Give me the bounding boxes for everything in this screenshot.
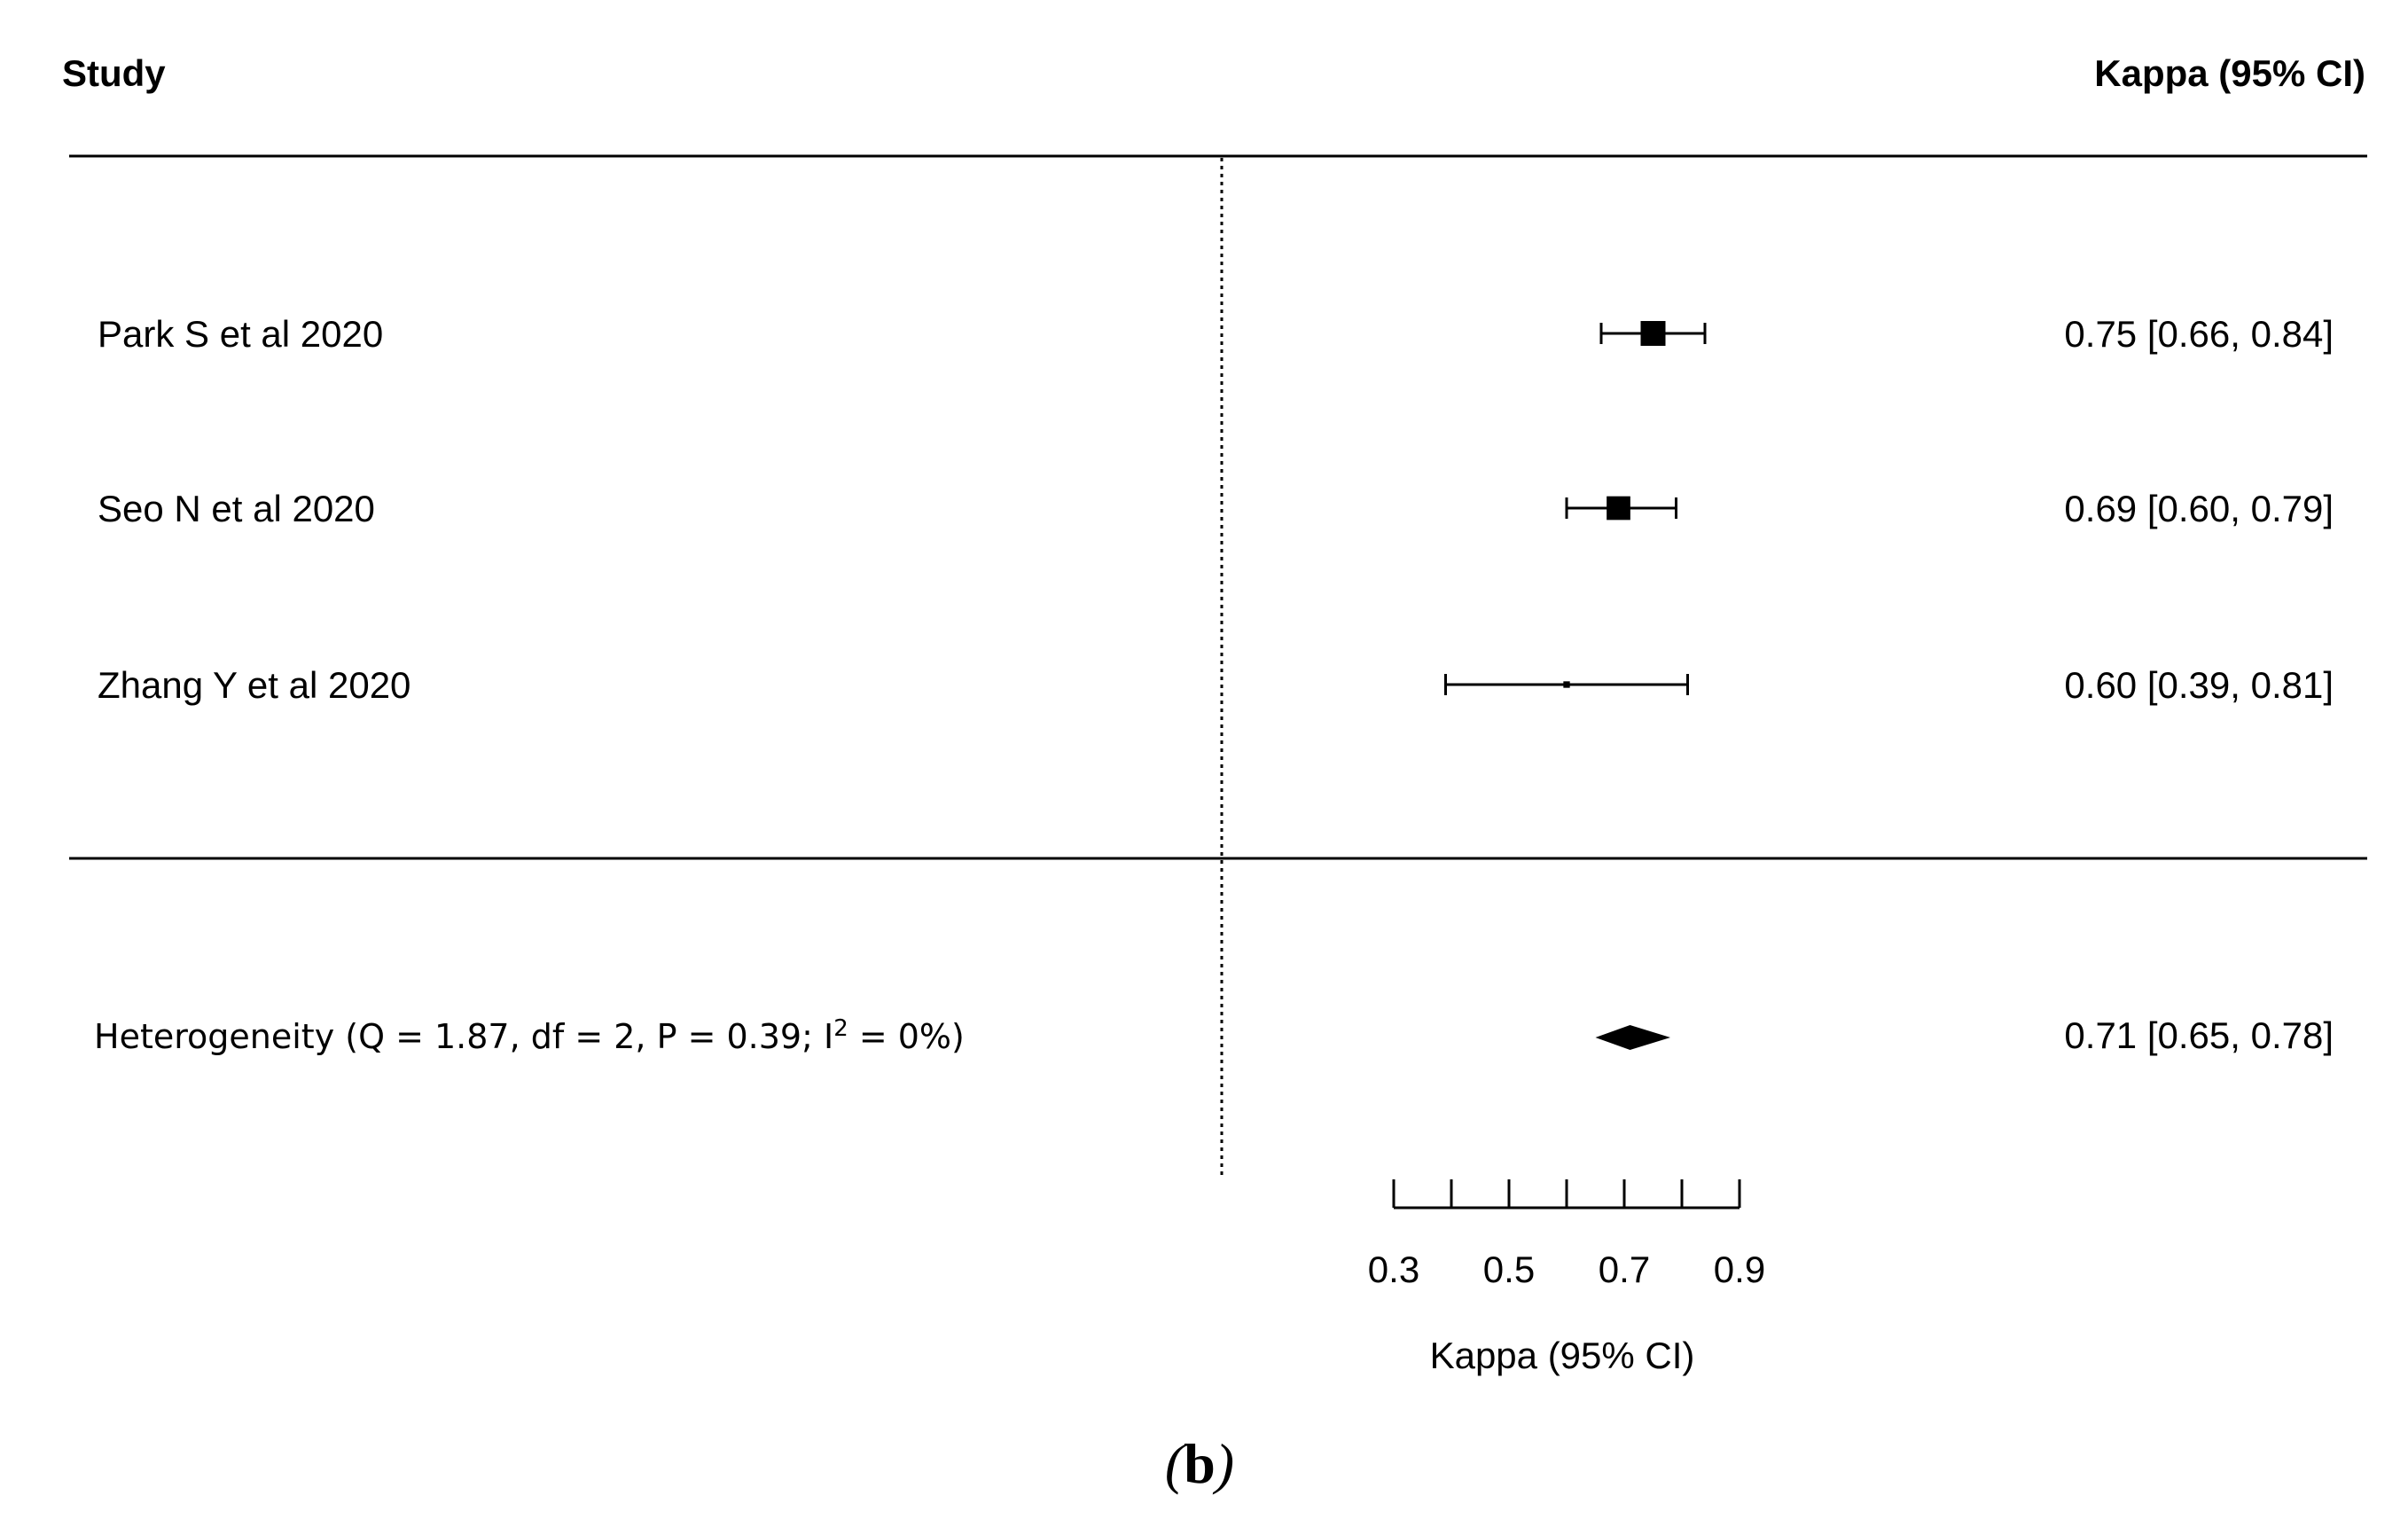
caption-letter: b (1184, 1432, 1216, 1495)
study-name-park-s-et-al-2020: Park S et al 2020 (98, 313, 383, 355)
summary-estimate-label: 0.71 [0.65, 0.78] (2064, 1014, 2334, 1056)
panel-caption: (b) (1165, 1432, 1234, 1495)
caption-open: ( (1165, 1432, 1187, 1495)
heterogeneity-superscript: 2 (833, 1015, 848, 1042)
study-name-zhang-y-et-al-2020: Zhang Y et al 2020 (98, 664, 410, 706)
plot-area: Park S et al 2020 0.75 [0.66, 0.84] Seo N … (98, 158, 2334, 1290)
estimate-label-park-s-et-al-2020: 0.75 [0.66, 0.84] (2064, 313, 2334, 355)
estimate-column-header: Kappa (95% CI) (2094, 52, 2365, 94)
x-tick-label-3: 0.9 (1714, 1249, 1765, 1290)
x-axis-title: Kappa (95% CI) (1430, 1335, 1695, 1376)
heterogeneity-text-end: = 0%) (848, 1017, 965, 1056)
estimate-label-seo-n-et-al-2020: 0.69 [0.60, 0.79] (2064, 488, 2334, 529)
heterogeneity-text: Heterogeneity (Q = 1.87, df = 2, P = 0.3… (94, 1017, 833, 1056)
summary-diamond (1595, 1025, 1670, 1050)
study-column-header: Study (62, 52, 166, 94)
point-estimate-zhang-y-et-al-2020 (1563, 681, 1570, 688)
study-name-seo-n-et-al-2020: Seo N et al 2020 (98, 488, 375, 529)
heterogeneity-label: Heterogeneity (Q = 1.87, df = 2, P = 0.3… (94, 1015, 965, 1056)
caption-close: ) (1212, 1432, 1234, 1495)
x-tick-label-2: 0.7 (1599, 1249, 1650, 1290)
x-tick-label-1: 0.5 (1483, 1249, 1535, 1290)
estimate-label-zhang-y-et-al-2020: 0.60 [0.39, 0.81] (2064, 664, 2334, 706)
x-tick-label-0: 0.3 (1368, 1249, 1419, 1290)
point-estimate-park-s-et-al-2020 (1640, 321, 1666, 346)
point-estimate-seo-n-et-al-2020 (1607, 496, 1630, 521)
